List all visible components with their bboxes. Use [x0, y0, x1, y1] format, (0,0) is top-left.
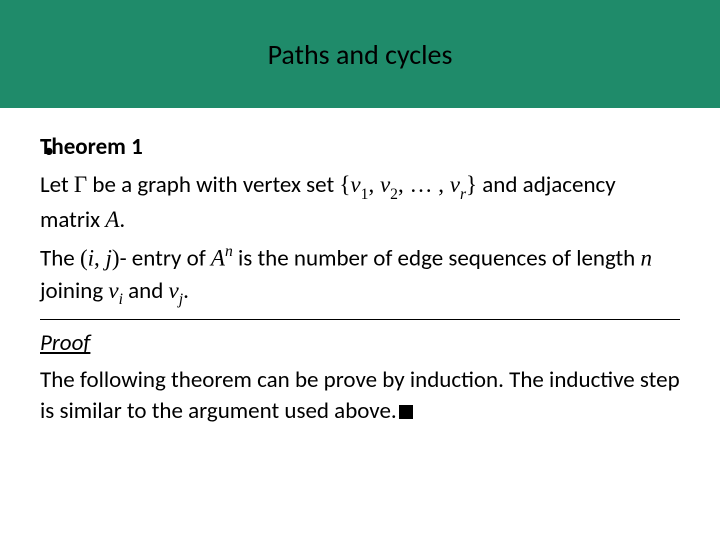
slide-content: • Theorem 1 Let Γ be a graph with vertex…	[0, 108, 720, 427]
v-symbol: v	[108, 278, 118, 303]
text: be a graph with vertex set	[87, 171, 339, 199]
theorem-line-2: The ( i, j)- entry of An is the number of…	[40, 242, 680, 309]
text: joining	[40, 277, 108, 305]
sub-j: j	[179, 291, 183, 308]
v-symbol: v	[450, 172, 460, 197]
a-symbol: A	[211, 245, 225, 270]
ellipsis: , … ,	[398, 172, 450, 197]
comma: ,	[368, 172, 380, 197]
period: .	[183, 277, 189, 305]
paren-open: (	[80, 245, 88, 270]
paren-close: )	[112, 245, 120, 270]
proof-text: The following theorem can be prove by in…	[40, 365, 680, 427]
qed-icon	[399, 405, 413, 419]
theorem-line-1: Let Γ be a graph with vertex set {v1, v2…	[40, 169, 680, 236]
slide-title: Paths and cycles	[268, 37, 453, 72]
text: is the number of edge sequences of lengt…	[233, 244, 641, 272]
text: - entry of	[120, 244, 211, 272]
comma: ,	[94, 245, 106, 270]
brace-close: }	[466, 172, 477, 197]
bullet-dot: •	[44, 138, 54, 165]
gamma-symbol: Γ	[74, 172, 87, 197]
v-symbol: v	[169, 278, 179, 303]
n-symbol: n	[640, 245, 652, 270]
text: Let	[40, 171, 74, 199]
sub-2: 2	[390, 186, 398, 203]
sub-r: r	[460, 186, 466, 203]
text: and	[123, 277, 169, 305]
sup-n: n	[225, 243, 233, 260]
text: The	[40, 244, 80, 272]
v-symbol: v	[350, 172, 360, 197]
proof-label: Proof	[40, 328, 680, 359]
horizontal-rule	[40, 319, 680, 320]
brace-open: {	[339, 172, 350, 197]
slide-title-bar: Paths and cycles	[0, 0, 720, 108]
a-symbol: A	[105, 207, 119, 232]
period: .	[119, 206, 125, 234]
sub-1: 1	[361, 186, 369, 203]
sub-i: i	[119, 291, 123, 308]
theorem-heading: Theorem 1	[40, 132, 680, 163]
proof-body: The following theorem can be prove by in…	[40, 366, 680, 425]
v-symbol: v	[380, 172, 390, 197]
